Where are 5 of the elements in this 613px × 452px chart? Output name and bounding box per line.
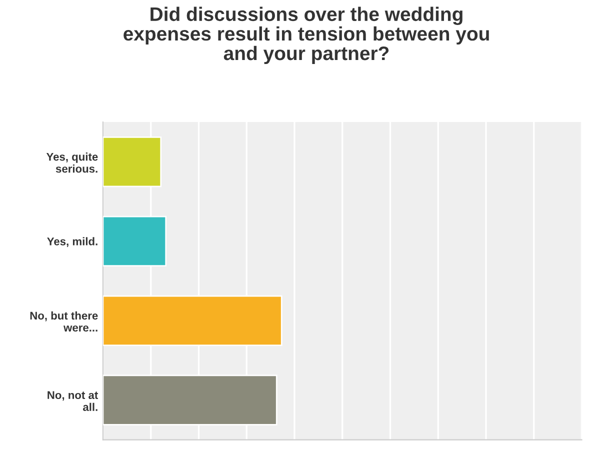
y-tick-label: Yes, mild. [47,237,98,247]
chart-title: Did discussions over the wedding expenses result in tension between you and your partner? [124,6,489,64]
y-tick-label: No, but there were... [30,311,98,332]
y-tick-label: Yes, quite serious. [46,152,98,173]
y-tick-label: No, not at all. [48,391,98,411]
